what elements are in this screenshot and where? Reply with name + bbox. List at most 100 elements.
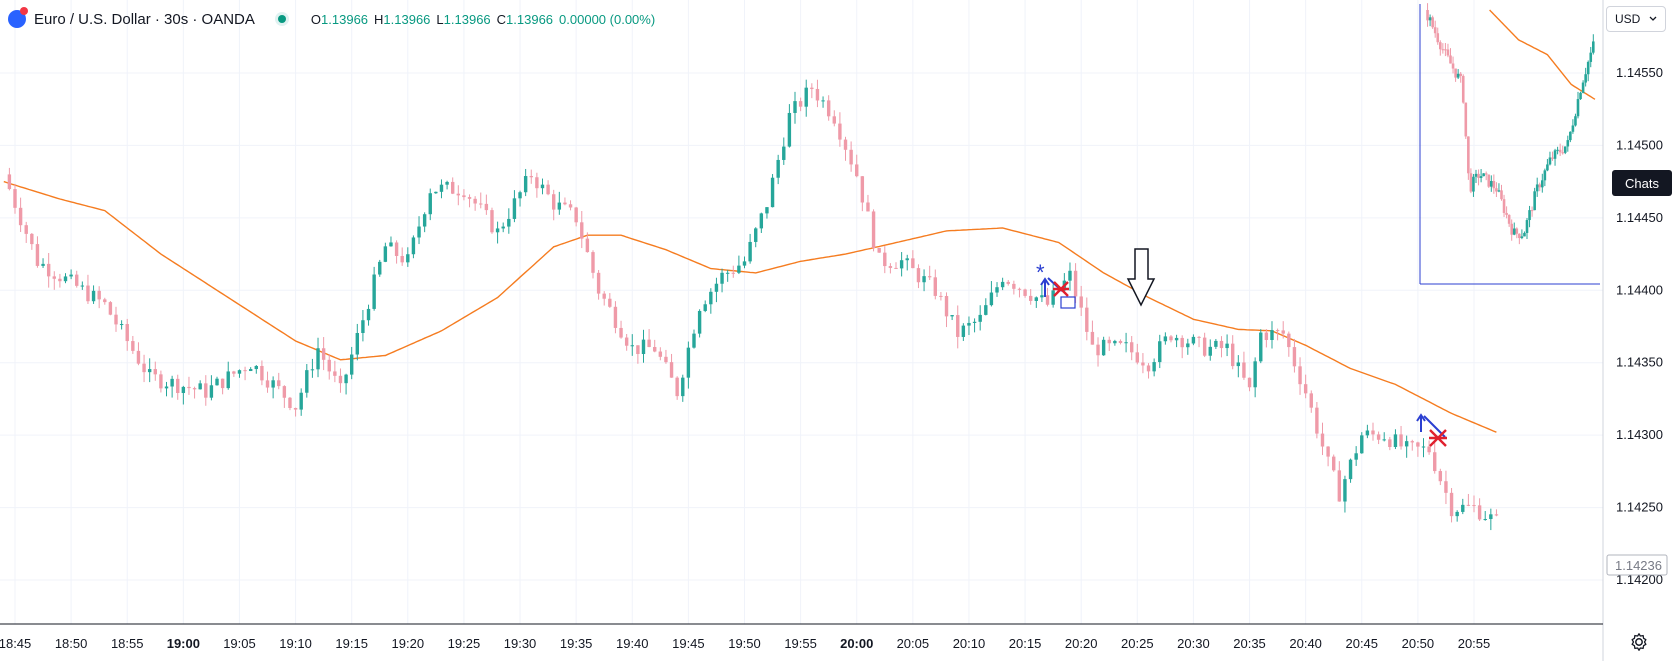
symbol-title[interactable]: Euro / U.S. Dollar · 30s · OANDA — [34, 10, 255, 28]
candle-body — [546, 184, 550, 195]
candle-body — [1449, 492, 1454, 517]
drawings[interactable]: * — [1036, 248, 1447, 447]
candle-body — [282, 386, 287, 398]
candle-body — [939, 295, 943, 297]
market-status-icon[interactable] — [274, 12, 289, 26]
chevron-down-icon — [1649, 16, 1657, 21]
candle-body — [507, 218, 511, 227]
candle-body — [1028, 295, 1033, 301]
time-tick-label: 19:50 — [728, 636, 761, 651]
candle-body — [754, 228, 758, 242]
candle-body — [136, 350, 141, 364]
candle-body — [658, 351, 663, 357]
gear-icon[interactable] — [1628, 631, 1650, 653]
chats-button[interactable]: Chats — [1612, 170, 1672, 196]
candle-body — [1371, 430, 1375, 435]
inset-candle-body — [1518, 233, 1521, 239]
candle-body — [1051, 290, 1055, 305]
time-tick-label: 20:00 — [840, 636, 873, 651]
inset-candle-body — [1525, 220, 1529, 233]
candle-body — [1298, 366, 1302, 385]
candle-body — [798, 101, 803, 107]
candle-body — [299, 392, 303, 410]
candle-body — [1214, 340, 1218, 347]
candle-body — [787, 112, 792, 147]
inset-candle-body — [1566, 140, 1570, 147]
candle-body — [1433, 452, 1437, 472]
candle-body — [518, 192, 522, 199]
inset-candle-body — [1454, 68, 1457, 78]
candle-body — [557, 202, 562, 210]
candle-body — [725, 272, 730, 274]
grid-lines — [0, 0, 1603, 624]
candle-body — [192, 388, 197, 390]
candle-body — [1141, 362, 1145, 366]
candle-body — [439, 184, 444, 192]
candle-body — [13, 189, 17, 208]
inset-candle-body — [1439, 42, 1442, 50]
candle-body — [204, 383, 208, 398]
candle-body — [826, 100, 831, 117]
candle-body — [198, 383, 202, 390]
candle-body — [591, 252, 595, 273]
candle-body — [372, 274, 376, 309]
candle-body — [187, 386, 191, 389]
candle-body — [1180, 337, 1184, 348]
time-axis[interactable]: 18:45 18:50 18:55 19:00 19:05 19:10 19:15 19:20… — [0, 636, 1490, 651]
candle-body — [1343, 479, 1347, 502]
candle-body — [630, 345, 634, 347]
candle-body — [1393, 434, 1398, 447]
price-tick-label: 1.14550 — [1616, 65, 1663, 80]
candle-body — [220, 378, 225, 389]
candle-body — [260, 365, 264, 381]
inset-candle-body — [1472, 176, 1475, 192]
candle-body — [911, 258, 915, 269]
candle-body — [1292, 347, 1297, 367]
candle-body — [1444, 481, 1448, 493]
candle-body — [69, 274, 73, 277]
time-tick-label: 20:40 — [1289, 636, 1322, 651]
candle-body — [389, 242, 393, 247]
candle-body — [1348, 459, 1353, 480]
up-arrow-icon-2 — [1416, 413, 1426, 432]
close-label: C — [496, 11, 507, 27]
candle-body — [1107, 339, 1111, 344]
candle-body — [35, 244, 40, 266]
candle-body — [984, 305, 988, 315]
candle-body — [1320, 433, 1325, 447]
candle-body — [114, 314, 118, 325]
candle-body — [916, 268, 921, 283]
candle-body — [91, 290, 96, 302]
price-tick-label: 1.14400 — [1616, 282, 1663, 297]
candle-body — [899, 260, 904, 269]
candle-body — [1231, 343, 1235, 367]
last-price-label: 1.14236 — [1606, 554, 1668, 576]
inset-candle-body — [1502, 199, 1506, 213]
inset-candle-body — [1477, 173, 1480, 178]
time-tick-label: 20:20 — [1065, 636, 1098, 651]
time-tick-label: 19:40 — [616, 636, 649, 651]
inset-candle-body — [1589, 52, 1593, 62]
candle-body — [1360, 435, 1364, 454]
candle-body — [602, 293, 606, 299]
candle-body — [159, 374, 163, 389]
moving-average-line — [3, 180, 1497, 433]
candle-body — [63, 276, 68, 282]
candle-body — [1163, 336, 1168, 342]
chats-label: Chats — [1625, 175, 1659, 191]
inset-candle-body — [1495, 188, 1498, 192]
candle-body — [1303, 384, 1308, 394]
up-arrow-icon — [1040, 277, 1050, 297]
inset-candle-body — [1512, 228, 1516, 235]
inset-candle-body — [1464, 102, 1468, 137]
price-axis[interactable]: 1.14550 1.14500 1.14450 1.14400 1.14350 1.143… — [1616, 65, 1663, 587]
inset-candle-body — [1482, 173, 1485, 177]
candle-body — [552, 194, 556, 210]
currency-selector[interactable]: USD — [1606, 6, 1666, 32]
inset-candle-body — [1428, 17, 1432, 21]
inset-candle-body — [1551, 157, 1554, 159]
candle-body — [1410, 441, 1414, 443]
open-value: 1.13966 — [321, 11, 369, 27]
candle-body — [686, 347, 691, 378]
